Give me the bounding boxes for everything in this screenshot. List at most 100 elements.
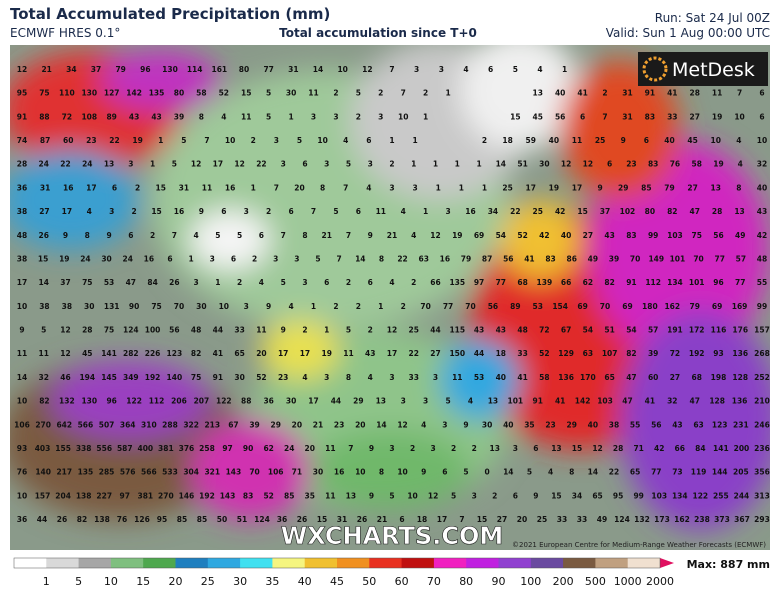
max-label: Max: 887 mm — [687, 558, 770, 571]
grid-value: 71 — [292, 468, 302, 477]
grid-value: 112 — [149, 397, 165, 406]
grid-value: 122 — [216, 397, 232, 406]
grid-value: 20 — [256, 349, 266, 358]
grid-value: 19 — [132, 136, 142, 145]
copyright: ©2021 European Centre for Medium-Range W… — [512, 541, 766, 549]
grid-value: 4 — [366, 183, 371, 192]
grid-value: 12 — [17, 65, 27, 74]
grid-value: 7 — [459, 515, 464, 524]
grid-value: 83 — [243, 491, 253, 500]
grid-value: 12 — [60, 326, 70, 335]
grid-value: 19 — [321, 349, 331, 358]
grid-value: 7 — [343, 183, 348, 192]
grid-value: 40 — [496, 373, 506, 382]
grid-value: 3 — [128, 160, 133, 169]
grid-value: 88 — [241, 397, 251, 406]
grid-value: 7 — [389, 65, 394, 74]
grid-value: 122 — [693, 491, 709, 500]
grid-value: 213 — [204, 420, 220, 429]
grid-value: 381 — [158, 444, 174, 453]
grid-value: 52 — [517, 231, 527, 240]
grid-value: 22 — [510, 207, 520, 216]
grid-value: 2 — [451, 444, 456, 453]
grid-value: 13 — [711, 183, 721, 192]
grid-value: 26 — [57, 515, 67, 524]
grid-value: 7 — [311, 207, 316, 216]
grid-value: 4 — [368, 373, 373, 382]
grid-value: 82 — [667, 207, 677, 216]
grid-value: 39 — [174, 112, 184, 121]
title: Total Accumulated Precipitation (mm) — [10, 5, 330, 23]
grid-value: 54 — [496, 231, 506, 240]
grid-value: 176 — [732, 326, 748, 335]
grid-value: 9 — [19, 326, 24, 335]
grid-value: 12 — [592, 444, 602, 453]
grid-value: 6 — [324, 278, 329, 287]
colorbar-label: 20 — [169, 575, 183, 588]
grid-value: 21 — [321, 231, 331, 240]
grid-value: 23 — [86, 136, 96, 145]
grid-value: 15 — [572, 444, 582, 453]
grid-value: 5 — [215, 231, 220, 240]
grid-value: 41 — [524, 254, 534, 263]
grid-value: 91 — [213, 373, 223, 382]
watermark: WXCHARTS.COM — [281, 522, 503, 550]
grid-value: 31 — [622, 112, 632, 121]
grid-value: 17 — [86, 183, 96, 192]
grid-value: 198 — [711, 373, 727, 382]
grid-value: 77 — [714, 254, 724, 263]
grid-value: 90 — [129, 302, 139, 311]
grid-value: 9 — [463, 420, 468, 429]
grid-value: 15 — [577, 207, 587, 216]
grid-value: 4 — [736, 136, 741, 145]
grid-value: 49 — [588, 254, 598, 263]
grid-value: 15 — [241, 89, 251, 98]
colorbar-label: 15 — [136, 575, 150, 588]
grid-value: 322 — [183, 420, 199, 429]
grid-value: 48 — [191, 326, 201, 335]
grid-value: 6 — [442, 468, 447, 477]
grid-value: 42 — [757, 231, 767, 240]
grid-value: 29 — [618, 183, 628, 192]
grid-value: 27 — [430, 349, 440, 358]
grid-value: 244 — [734, 491, 750, 500]
grid-value: 3 — [389, 183, 394, 192]
grid-value: 5 — [266, 112, 271, 121]
grid-value: 138 — [76, 491, 92, 500]
grid-value: 246 — [754, 420, 770, 429]
grid-value: 83 — [645, 112, 655, 121]
grid-value: 3 — [378, 112, 383, 121]
grid-value: 5 — [445, 397, 450, 406]
grid-value: 5 — [463, 468, 468, 477]
grid-value: 17 — [572, 183, 582, 192]
grid-value: 40 — [549, 136, 559, 145]
grid-value: 11 — [256, 326, 266, 335]
grid-value: 3 — [210, 254, 215, 263]
grid-value: 124 — [123, 326, 139, 335]
grid-value: 48 — [17, 231, 27, 240]
grid-value: 2 — [333, 89, 338, 98]
grid-value: 79 — [115, 65, 125, 74]
grid-value: 7 — [172, 231, 177, 240]
grid-value: 40 — [503, 420, 513, 429]
grid-value: 15 — [317, 515, 327, 524]
subtitle: Total accumulation since T+0 — [279, 26, 477, 40]
grid-value: 1 — [324, 326, 329, 335]
grid-value: 4 — [389, 278, 394, 287]
grid-value: 10 — [17, 397, 27, 406]
grid-value: 145 — [101, 373, 117, 382]
grid-value: 27 — [39, 207, 49, 216]
colorbar-swatch — [401, 558, 435, 568]
grid-value: 14 — [355, 254, 365, 263]
grid-value: 43 — [672, 420, 682, 429]
grid-value: 1 — [288, 112, 293, 121]
grid-value: 3 — [433, 373, 438, 382]
grid-value: 1 — [482, 183, 487, 192]
grid-value: 41 — [213, 349, 223, 358]
grid-value: 6 — [759, 89, 764, 98]
grid-value: 6 — [221, 207, 226, 216]
grid-value: 122 — [126, 397, 142, 406]
grid-value: 16 — [334, 468, 344, 477]
grid-value: 33 — [409, 373, 419, 382]
